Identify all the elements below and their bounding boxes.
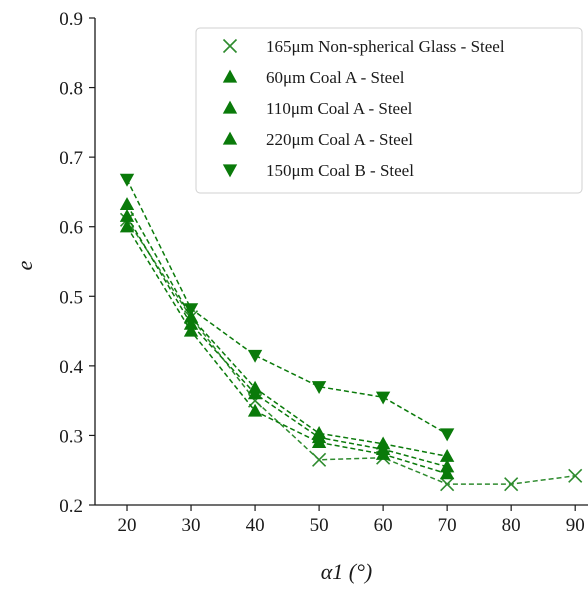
y-axis-title: e — [12, 260, 37, 270]
x-axis-title: α1 (°) — [321, 559, 373, 584]
legend-marker — [222, 100, 238, 114]
series-line — [126, 179, 448, 435]
legend-marker — [222, 69, 238, 83]
legend-label: 220μm Coal A - Steel — [266, 130, 413, 149]
legend-box — [195, 27, 583, 194]
legend-label: 165μm Non-spherical Glass - Steel — [266, 37, 505, 56]
x-tick-label: 80 — [502, 515, 521, 536]
legend-item: 60μm Coal A - Steel — [222, 68, 405, 87]
data-point — [183, 309, 199, 323]
axes-layer: 20 30 40 50 60 70 80 90 0.2 0.3 0.4 0.5 0.6 0.7 0.8 0.9… — [12, 9, 588, 584]
data-point — [119, 197, 135, 211]
x-tick-label: 50 — [310, 515, 329, 536]
data-point — [568, 468, 583, 483]
legend-item: 110μm Coal A - Steel — [222, 99, 413, 118]
data-point — [119, 208, 135, 222]
legend-label: 150μm Coal B - Steel — [266, 161, 414, 180]
x-tick-label: 90 — [566, 515, 585, 536]
data-point — [247, 403, 263, 417]
y-tick-label: 0.9 — [59, 9, 83, 30]
data-point — [439, 459, 455, 473]
y-tick-label: 0.8 — [59, 79, 83, 100]
legend-marker — [222, 38, 238, 54]
legend-item: 220μm Coal A - Steel — [222, 130, 413, 149]
data-point — [311, 426, 327, 439]
y-tick-label: 0.6 — [59, 218, 83, 239]
series-line — [126, 215, 448, 468]
legend: 165μm Non-spherical Glass - Steel 60μm Co… — [195, 27, 583, 194]
x-tick-label: 60 — [374, 515, 393, 536]
data-point — [183, 323, 199, 337]
series-1 — [119, 219, 455, 480]
x-tick-label: 30 — [182, 515, 201, 536]
data-point — [312, 452, 327, 467]
data-point — [119, 173, 135, 187]
data-point — [439, 466, 455, 480]
data-point — [504, 477, 519, 492]
y-tick-label: 0.7 — [59, 148, 83, 169]
legend-item: 165μm Non-spherical Glass - Steel — [222, 37, 505, 56]
x-tick-label: 70 — [438, 515, 457, 536]
series-3 — [119, 197, 455, 462]
series-line — [126, 226, 448, 475]
data-point — [183, 316, 199, 330]
legend-item: 150μm Coal B - Steel — [222, 161, 414, 180]
series-line — [126, 204, 448, 458]
y-tick-label: 0.3 — [59, 426, 83, 447]
data-point — [375, 391, 391, 405]
data-point — [119, 219, 135, 233]
data-point — [311, 381, 327, 395]
x-tick-label: 40 — [246, 515, 265, 536]
series-layer — [119, 173, 583, 492]
data-point — [247, 349, 263, 363]
series-2 — [119, 208, 455, 473]
series-line — [126, 219, 576, 485]
data-point — [440, 477, 455, 492]
data-point — [247, 380, 263, 394]
y-tick-label: 0.4 — [59, 357, 83, 378]
legend-label: 60μm Coal A - Steel — [266, 68, 405, 87]
legend-label: 110μm Coal A - Steel — [266, 99, 413, 118]
series-4 — [119, 173, 455, 442]
data-point — [439, 428, 455, 442]
data-point — [439, 448, 455, 462]
data-point — [183, 303, 199, 317]
y-tick-label: 0.2 — [59, 496, 83, 517]
x-tick-label: 20 — [118, 515, 137, 536]
data-point — [375, 436, 391, 450]
legend-marker — [222, 131, 238, 145]
legend-marker — [222, 164, 238, 178]
y-tick-label: 0.5 — [59, 287, 83, 308]
